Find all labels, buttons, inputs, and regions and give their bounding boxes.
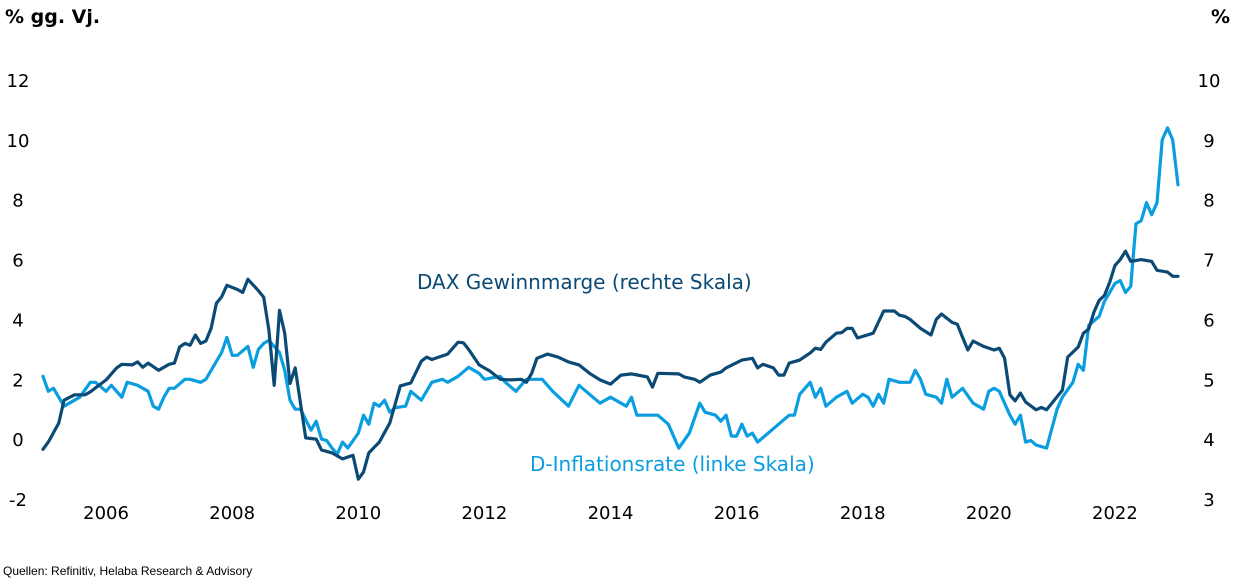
y-left-tick-label: -2 — [9, 490, 27, 511]
y-right-tick-label: 8 — [1203, 191, 1214, 212]
right-axis-unit: % — [1211, 6, 1231, 28]
y-left-tick-label: 2 — [12, 370, 23, 391]
x-tick-label: 2014 — [588, 503, 634, 524]
x-tick-label: 2020 — [966, 503, 1012, 524]
y-left-tick-label: 10 — [7, 131, 30, 152]
y-left-tick-label: 4 — [12, 310, 23, 331]
source-note: Quellen: Refinitiv, Helaba Research & Ad… — [3, 564, 253, 578]
annotation-dax-margin: DAX Gewinnmarge (rechte Skala) — [417, 270, 752, 294]
series-line-inflation — [41, 126, 1180, 456]
x-tick-label: 2018 — [840, 503, 886, 524]
x-tick-label: 2016 — [714, 503, 760, 524]
annotation-inflation: D-Inflationsrate (linke Skala) — [530, 452, 815, 476]
x-tick-label: 2012 — [461, 503, 507, 524]
y-left-tick-label: 0 — [12, 430, 23, 451]
y-left-tick-label: 8 — [12, 191, 23, 212]
x-tick-label: 2006 — [83, 503, 129, 524]
y-right-tick-label: 4 — [1203, 430, 1214, 451]
y-right-tick-label: 7 — [1203, 251, 1214, 272]
y-right-tick-label: 6 — [1203, 310, 1214, 331]
y-right-tick-label: 10 — [1198, 71, 1221, 92]
y-left-tick-label: 6 — [12, 251, 23, 272]
series-line-dax-margin — [41, 249, 1180, 481]
x-tick-label: 2008 — [209, 503, 255, 524]
y-left-tick-label: 12 — [7, 71, 30, 92]
y-right-tick-label: 9 — [1203, 131, 1214, 152]
left-axis-unit: % gg. Vj. — [5, 6, 101, 28]
y-right-tick-label: 5 — [1203, 370, 1214, 391]
y-right-tick-label: 3 — [1203, 490, 1214, 511]
x-tick-label: 2010 — [335, 503, 381, 524]
x-tick-label: 2022 — [1092, 503, 1138, 524]
